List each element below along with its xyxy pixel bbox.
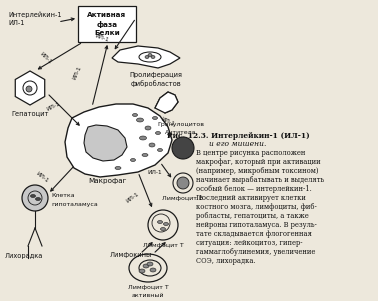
Text: гаммаглобулинемия, увеличение: гаммаглобулинемия, увеличение — [196, 248, 315, 256]
Text: гипоталамуса: гипоталамуса — [51, 202, 98, 207]
Text: Лихорадка: Лихорадка — [5, 253, 43, 259]
Ellipse shape — [130, 159, 135, 162]
Polygon shape — [112, 46, 180, 68]
Text: Лимфоцит Т: Лимфоцит Т — [128, 285, 168, 290]
Text: Лимфоцит В: Лимфоцит В — [163, 196, 204, 201]
Text: ИЛ-1: ИЛ-1 — [8, 20, 24, 26]
Text: ИЛ-1: ИЛ-1 — [94, 33, 110, 43]
Text: Клетка: Клетка — [51, 193, 74, 198]
Ellipse shape — [31, 194, 36, 197]
Ellipse shape — [149, 143, 155, 147]
Ellipse shape — [158, 221, 163, 224]
Text: ИЛ-1: ИЛ-1 — [39, 51, 53, 65]
Text: Макрофаг: Макрофаг — [88, 178, 126, 184]
Text: Гепатоцит: Гепатоцит — [11, 110, 49, 116]
Ellipse shape — [161, 228, 166, 231]
Ellipse shape — [164, 222, 169, 225]
Ellipse shape — [145, 55, 149, 58]
Ellipse shape — [150, 268, 156, 272]
Text: Интерлейкин-1: Интерлейкин-1 — [8, 12, 62, 18]
Text: ИЛ-1: ИЛ-1 — [125, 192, 140, 204]
Circle shape — [26, 86, 32, 92]
Circle shape — [22, 185, 48, 211]
Text: ИЛ-1: ИЛ-1 — [35, 171, 49, 184]
Text: начинает вырабатывать и выделять: начинает вырабатывать и выделять — [196, 176, 324, 184]
Text: ИЛ-1: ИЛ-1 — [160, 117, 176, 127]
Ellipse shape — [133, 113, 138, 116]
Text: фаза: фаза — [96, 21, 118, 28]
Text: Белки: Белки — [94, 30, 120, 36]
Ellipse shape — [36, 197, 40, 200]
Text: В центре рисунка расположен: В центре рисунка расположен — [196, 149, 305, 157]
Text: ИЛ-1: ИЛ-1 — [45, 102, 61, 112]
Text: Активная: Активная — [87, 12, 127, 18]
Text: Гранулоцитов: Гранулоцитов — [158, 122, 204, 127]
Text: (например, микробным токсином): (например, микробным токсином) — [196, 167, 319, 175]
Ellipse shape — [139, 136, 147, 140]
Text: робласты, гепатоциты, а также: робласты, гепатоциты, а также — [196, 212, 309, 220]
Text: активный: активный — [132, 293, 164, 298]
Text: Антитела: Антитела — [165, 130, 197, 135]
Text: Лимфокины: Лимфокины — [110, 252, 152, 258]
Ellipse shape — [151, 55, 155, 58]
Text: ситуация: лейкоцитоз, гипер-: ситуация: лейкоцитоз, гипер- — [196, 239, 302, 247]
Ellipse shape — [152, 116, 158, 119]
Text: СОЭ, лихорадка.: СОЭ, лихорадка. — [196, 257, 256, 265]
Text: ИЛ-1: ИЛ-1 — [72, 65, 82, 81]
Ellipse shape — [139, 269, 145, 273]
Ellipse shape — [147, 262, 153, 266]
Text: макрофаг, который при активации: макрофаг, который при активации — [196, 158, 321, 166]
Ellipse shape — [155, 132, 161, 135]
Circle shape — [172, 137, 194, 159]
Polygon shape — [155, 92, 178, 113]
Ellipse shape — [142, 154, 148, 157]
Polygon shape — [65, 104, 172, 177]
Ellipse shape — [115, 166, 121, 169]
Ellipse shape — [158, 148, 163, 151]
Text: и его мишени.: и его мишени. — [209, 140, 267, 148]
Text: нейроны гипоталамуса. В резуль-: нейроны гипоталамуса. В резуль- — [196, 221, 317, 229]
FancyBboxPatch shape — [78, 6, 136, 42]
Text: Лимфоцит Т: Лимфоцит Т — [143, 243, 183, 248]
Text: ИЛ-1: ИЛ-1 — [148, 170, 162, 175]
Ellipse shape — [145, 126, 151, 130]
Text: Пролиферация: Пролиферация — [130, 72, 183, 78]
Text: Рис. 12.3. Интерлейкин-1 (ИЛ-1): Рис. 12.3. Интерлейкин-1 (ИЛ-1) — [167, 132, 309, 140]
Polygon shape — [15, 71, 45, 105]
Text: особый белок — интерлейкин-1.: особый белок — интерлейкин-1. — [196, 185, 312, 193]
Ellipse shape — [136, 118, 144, 122]
Ellipse shape — [143, 264, 149, 268]
Text: фибробластов: фибробластов — [131, 80, 181, 87]
Text: костного мозга, лимфоциты, фиб-: костного мозга, лимфоциты, фиб- — [196, 203, 317, 211]
Text: Последний активирует клетки: Последний активирует клетки — [196, 194, 306, 202]
Ellipse shape — [148, 54, 152, 57]
Text: тате складывается флогогенная: тате складывается флогогенная — [196, 230, 312, 238]
Circle shape — [177, 177, 189, 189]
Polygon shape — [84, 125, 127, 161]
